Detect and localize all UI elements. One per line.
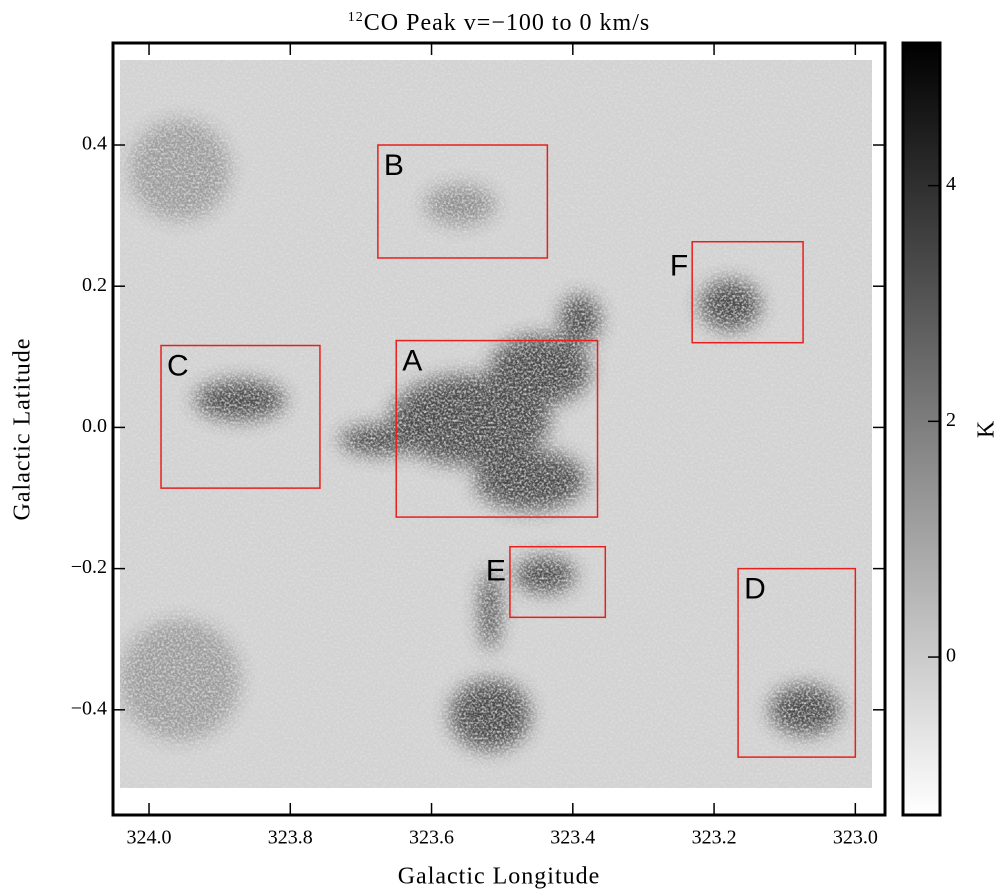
x-tick-label: 323.6	[409, 827, 454, 849]
colorbar	[901, 41, 942, 817]
y-tick-label: 0.2	[82, 274, 107, 296]
region-label: B	[384, 149, 404, 182]
region-box	[160, 344, 321, 489]
colorbar-label: K	[974, 420, 1000, 438]
colorbar-tick-label: 0	[946, 645, 956, 667]
x-tick-label: 323.2	[692, 827, 737, 849]
region-label: A	[402, 344, 422, 377]
y-tick-label: 0.0	[82, 415, 107, 437]
region-box	[691, 240, 804, 344]
region-label: D	[744, 573, 766, 606]
y-tick-label: −0.2	[71, 556, 107, 578]
region-box	[509, 545, 607, 619]
x-tick-label: 324.0	[127, 827, 172, 849]
colorbar-tick-label: 4	[946, 173, 956, 195]
y-tick-label: −0.4	[71, 697, 107, 719]
x-axis-label: Galactic Longitude	[398, 864, 601, 890]
x-tick-label: 323.0	[833, 827, 878, 849]
y-axis-label: Galactic Latitude	[10, 338, 36, 521]
region-box	[737, 567, 857, 758]
region-label: F	[670, 250, 688, 283]
region-box	[395, 339, 599, 518]
plot-frame	[111, 41, 887, 817]
title-text: CO Peak v=−100 to 0 km/s	[364, 10, 650, 36]
map-image	[120, 60, 872, 788]
region-label: C	[167, 349, 189, 382]
title-superscript: 12	[348, 10, 364, 25]
x-tick-label: 323.4	[550, 827, 595, 849]
region-label: E	[486, 555, 506, 588]
region-box	[377, 144, 549, 259]
chart-title: 12CO Peak v=−100 to 0 km/s	[348, 10, 650, 36]
colorbar-tick-label: 2	[946, 409, 956, 431]
y-tick-label: 0.4	[82, 133, 107, 155]
x-tick-label: 323.8	[268, 827, 313, 849]
